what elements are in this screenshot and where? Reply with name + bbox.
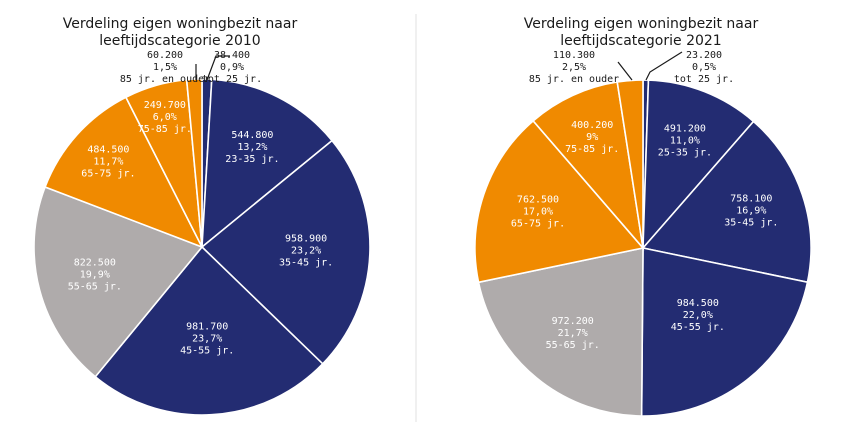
slice-category-label: 75-85 jr. <box>565 144 619 155</box>
chart-title-line-2: leeftijdscategorie 2010 <box>99 33 260 49</box>
slice-value-label: 110.300 <box>553 50 595 61</box>
slice-category-label: 25-35 jr. <box>658 148 712 159</box>
slice-labels: 38.400 0,9% tot 25 jr. 544.800 13,2% 23-35 jr… <box>68 50 333 356</box>
slice-value-label: 400.200 <box>571 120 613 131</box>
slice-label-8: 110.300 2,5% 85 jr. en ouder <box>529 50 619 85</box>
pie-slice-5 <box>33 185 204 378</box>
slice-category-label: 75-85 jr. <box>138 124 192 135</box>
pie-slices <box>33 78 371 416</box>
slice-label-4: 984.500 22,0% 45-55 jr. <box>671 298 725 333</box>
slice-category-label: 65-75 jr. <box>511 219 565 230</box>
slice-value-label: 758.100 <box>730 194 772 205</box>
pie-slice-3 <box>200 139 371 365</box>
slice-label-8: 60.200 1,5% 85 jr. en ouder <box>120 50 210 85</box>
slice-percent-label: 2,5% <box>562 62 586 73</box>
chart-title-line-2: leeftijdscategorie 2021 <box>560 33 721 49</box>
leader-line-8 <box>617 61 633 81</box>
slice-percent-label: 19,9% <box>80 269 110 280</box>
slice-value-label: 972.200 <box>552 316 594 327</box>
slice-percent-label: 9% <box>586 132 598 143</box>
pie-slices <box>474 79 812 417</box>
pie-chart-2021: Verdeling eigen woningbezit naar leeftij… <box>474 16 812 417</box>
slice-label-6: 484.500 11,7% 65-75 jr. <box>81 145 135 180</box>
slice-category-label: 55-65 jr. <box>546 340 600 351</box>
slice-label-5: 822.500 19,9% 55-65 jr. <box>68 257 122 292</box>
slice-percent-label: 23,7% <box>192 333 222 344</box>
slice-percent-label: 11,7% <box>93 157 123 168</box>
slice-value-label: 484.500 <box>87 145 129 156</box>
leader-lines <box>195 55 230 81</box>
slice-value-label: 981.700 <box>186 321 228 332</box>
pie-slice-3 <box>641 120 812 284</box>
pie-slice-6 <box>44 96 204 249</box>
slice-value-label: 491.200 <box>664 124 706 135</box>
slice-label-4: 981.700 23,7% 45-55 jr. <box>180 321 234 356</box>
pie-slice-4 <box>640 247 809 417</box>
slice-value-label: 23.200 <box>686 50 722 61</box>
slice-category-label: 35-45 jr. <box>279 257 333 268</box>
slice-label-5: 972.200 21,7% 55-65 jr. <box>546 316 600 351</box>
slice-labels: 23.200 0,5% tot 25 jr. 491.200 11,0% 25-35 jr… <box>511 50 778 351</box>
slice-label-3: 958.900 23,2% 35-45 jr. <box>279 233 333 268</box>
leader-lines <box>617 51 683 81</box>
slice-category-label: 45-55 jr. <box>180 345 234 356</box>
slice-percent-label: 21,7% <box>558 328 588 339</box>
slice-percent-label: 22,0% <box>683 310 713 321</box>
slice-category-label: tot 25 jr. <box>202 74 262 85</box>
slice-label-7: 400.200 9% 75-85 jr. <box>565 120 619 155</box>
slice-label-2: 544.800 13,2% 23-35 jr. <box>225 130 279 165</box>
slice-value-label: 762.500 <box>517 195 559 206</box>
chart-title-line-1: Verdeling eigen woningbezit naar <box>524 16 759 32</box>
pie-slice-8 <box>616 79 644 249</box>
slice-category-label: 85 jr. en ouder <box>120 74 210 85</box>
leader-line-1 <box>206 55 230 81</box>
pie-slice-5 <box>477 247 644 417</box>
slice-percent-label: 17,0% <box>523 207 553 218</box>
slice-value-label: 249.700 <box>144 100 186 111</box>
pie-slice-6 <box>474 119 645 284</box>
slice-label-7: 249.700 6,0% 75-85 jr. <box>138 100 192 135</box>
slice-value-label: 984.500 <box>677 298 719 309</box>
slice-label-2: 491.200 11,0% 25-35 jr. <box>658 124 712 159</box>
slice-category-label: 45-55 jr. <box>671 322 725 333</box>
pie-slice-2 <box>642 79 755 251</box>
pie-chart-2010: Verdeling eigen woningbezit naar leeftij… <box>33 16 371 416</box>
slice-percent-label: 6,0% <box>153 112 177 123</box>
slice-value-label: 60.200 <box>147 50 183 61</box>
pie-slice-8 <box>185 78 203 248</box>
slice-category-label: 85 jr. en ouder <box>529 74 619 85</box>
slice-percent-label: 1,5% <box>153 62 177 73</box>
slice-percent-label: 0,5% <box>692 62 716 73</box>
slice-value-label: 958.900 <box>285 233 327 244</box>
slice-category-label: 23-35 jr. <box>225 154 279 165</box>
slice-percent-label: 23,2% <box>291 245 321 256</box>
pie-slice-2 <box>201 78 334 249</box>
slice-percent-label: 13,2% <box>237 142 267 153</box>
slice-category-label: 35-45 jr. <box>724 218 778 229</box>
slice-category-label: tot 25 jr. <box>674 74 734 85</box>
slice-label-3: 758.100 16,9% 35-45 jr. <box>724 194 778 229</box>
slice-percent-label: 0,9% <box>220 62 244 73</box>
slice-percent-label: 16,9% <box>736 206 766 217</box>
slice-percent-label: 11,0% <box>670 136 700 147</box>
pie-slice-4 <box>94 245 324 416</box>
slice-label-6: 762.500 17,0% 65-75 jr. <box>511 195 565 230</box>
slice-label-1: 23.200 0,5% tot 25 jr. <box>674 50 734 85</box>
chart-title-line-1: Verdeling eigen woningbezit naar <box>63 16 298 32</box>
slice-category-label: 65-75 jr. <box>81 169 135 180</box>
slice-value-label: 544.800 <box>231 130 273 141</box>
slice-label-1: 38.400 0,9% tot 25 jr. <box>202 50 262 85</box>
leader-line-1 <box>645 51 683 81</box>
slice-value-label: 38.400 <box>214 50 250 61</box>
pie-slice-7 <box>532 81 645 251</box>
slice-category-label: 55-65 jr. <box>68 281 122 292</box>
slice-value-label: 822.500 <box>74 257 116 268</box>
